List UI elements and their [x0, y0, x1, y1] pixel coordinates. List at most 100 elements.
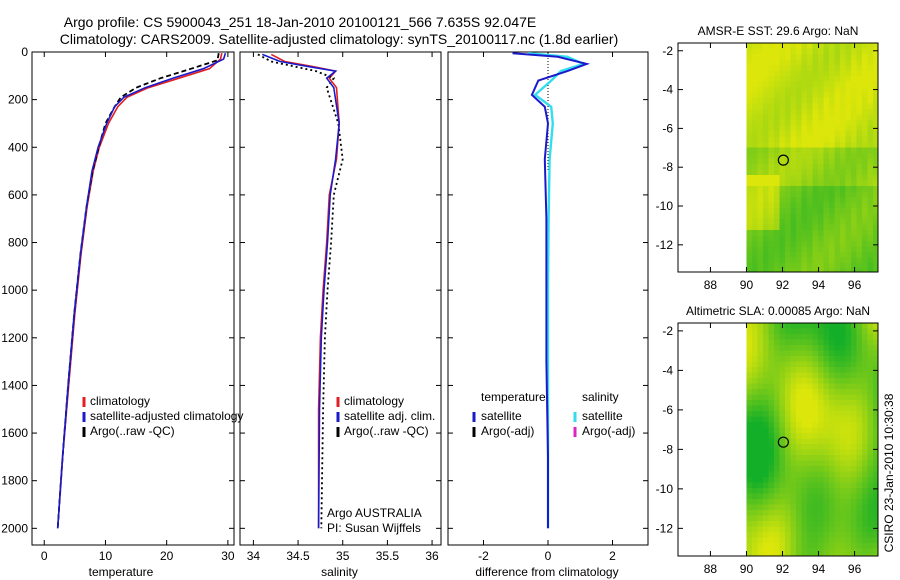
- sla_map-cell: [856, 499, 863, 505]
- sla_map-cell: [818, 328, 824, 335]
- sst_map-cell: [851, 202, 857, 209]
- sla_map-cell: [851, 367, 857, 373]
- sla_map-cell: [779, 499, 786, 505]
- sla_map-cell: [774, 389, 780, 395]
- sla_map-cell: [807, 499, 813, 505]
- sla_map-cell: [818, 383, 824, 390]
- sst_map-cell: [746, 59, 753, 66]
- sst_map-cell: [801, 92, 808, 99]
- difference-series-0-line: [512, 52, 591, 529]
- sla_map-cell: [834, 499, 841, 505]
- sla_map-cell: [752, 482, 758, 489]
- sst_map-cell: [774, 114, 780, 121]
- sst_map-cell: [829, 197, 835, 203]
- sst_map-cell: [867, 136, 874, 143]
- sst_map-cell: [834, 268, 841, 272]
- sst_map-cell: [812, 169, 819, 176]
- sla_map-cell: [774, 422, 780, 428]
- sla_map-cell: [851, 438, 857, 445]
- sla_map-cell: [812, 482, 819, 489]
- sst_map-cell: [807, 92, 813, 99]
- sla_map-cell: [862, 383, 868, 390]
- sla_map-cell: [823, 411, 830, 417]
- sst_map-cell: [873, 76, 878, 82]
- sst_map-cell: [845, 136, 852, 143]
- sst_map-cell: [856, 65, 863, 71]
- sla_map-cell: [790, 433, 797, 439]
- sst_map-cell: [790, 175, 797, 181]
- sla_map-cell: [834, 449, 841, 456]
- sla_map-cell: [834, 433, 841, 439]
- sla_map-cell: [823, 394, 830, 401]
- sst_map-cell: [862, 65, 868, 71]
- sst_map-cell: [779, 235, 786, 242]
- sst_map-cell: [851, 252, 857, 258]
- sst_map-cell: [746, 246, 753, 253]
- sst_map-title: AMSR-E SST: 29.6 Argo: NaN: [698, 24, 859, 38]
- sst_map-cell: [757, 76, 764, 82]
- sla_map-cell: [812, 554, 819, 556]
- sla_map-cell: [812, 323, 819, 329]
- sst_map-cell: [823, 230, 830, 236]
- sst_map-cell: [862, 219, 868, 225]
- sla_map-cell: [818, 504, 824, 511]
- sst_map-cell: [873, 263, 878, 269]
- sst_map-cell: [790, 208, 797, 214]
- sla_map-cell: [801, 438, 808, 445]
- sla_map-cell: [774, 372, 780, 379]
- sst_map-cell: [757, 186, 764, 192]
- sst_map-cell: [834, 120, 841, 126]
- sla_map-cell: [774, 515, 780, 522]
- sla_map-cell: [796, 471, 802, 478]
- sst_map-cell: [752, 197, 758, 203]
- sst_map-cell: [851, 76, 857, 82]
- sst_map-cell: [763, 263, 769, 269]
- sla_map-cell: [752, 350, 758, 357]
- sst_map-cell: [796, 202, 802, 209]
- sla_map-cell: [768, 356, 775, 362]
- sla_map-cell: [829, 460, 835, 467]
- sla_map-cell: [801, 400, 808, 406]
- sst_map-cell: [818, 136, 824, 143]
- sst_map-cell: [867, 252, 874, 258]
- sst_map-cell: [768, 87, 775, 93]
- sla_map-cell: [812, 504, 819, 511]
- sla_map-cell: [834, 427, 841, 434]
- sst_map-cell: [785, 252, 791, 258]
- sst_map-cell: [807, 263, 813, 269]
- sst_map-cell: [867, 153, 874, 159]
- sla_map-cell: [867, 444, 874, 450]
- sla_map-cell: [812, 383, 819, 390]
- sst_map-cell: [862, 125, 868, 132]
- sst_map-cell: [746, 92, 753, 99]
- sla_map-cell: [768, 455, 775, 461]
- sst_map-cell: [823, 219, 830, 225]
- sla_map-cell: [834, 482, 841, 489]
- sst_map-cell: [867, 169, 874, 176]
- sla_map-cell: [796, 532, 802, 538]
- sla_map-cell: [873, 455, 878, 461]
- sst_map-cell: [812, 219, 819, 225]
- sst_map-cell: [807, 202, 813, 209]
- sla_map-cell: [768, 554, 775, 556]
- sst_map-cell: [845, 213, 852, 220]
- sst_map-cell: [845, 241, 852, 247]
- sst_map-cell: [818, 202, 824, 209]
- sst_map-cell: [856, 230, 863, 236]
- salinity-xtick-label-0: 34: [247, 549, 261, 563]
- sst_map-cell: [807, 175, 813, 181]
- sla_map-cell: [873, 361, 878, 368]
- sst_map-cell: [801, 175, 808, 181]
- sst_map-cell: [801, 208, 808, 214]
- sst_map-cell: [796, 191, 802, 198]
- sst_map-cell: [763, 59, 769, 66]
- sla_map-cell: [790, 383, 797, 390]
- sla_map-cell: [829, 372, 835, 379]
- sst_map-cell: [856, 70, 863, 77]
- sst_map-cell: [752, 208, 758, 214]
- sst_map-cell: [856, 213, 863, 220]
- sst_map-cell: [757, 153, 764, 159]
- sst_map-cell: [856, 191, 863, 198]
- sla_map-cell: [834, 345, 841, 351]
- sla_map-cell: [840, 422, 846, 428]
